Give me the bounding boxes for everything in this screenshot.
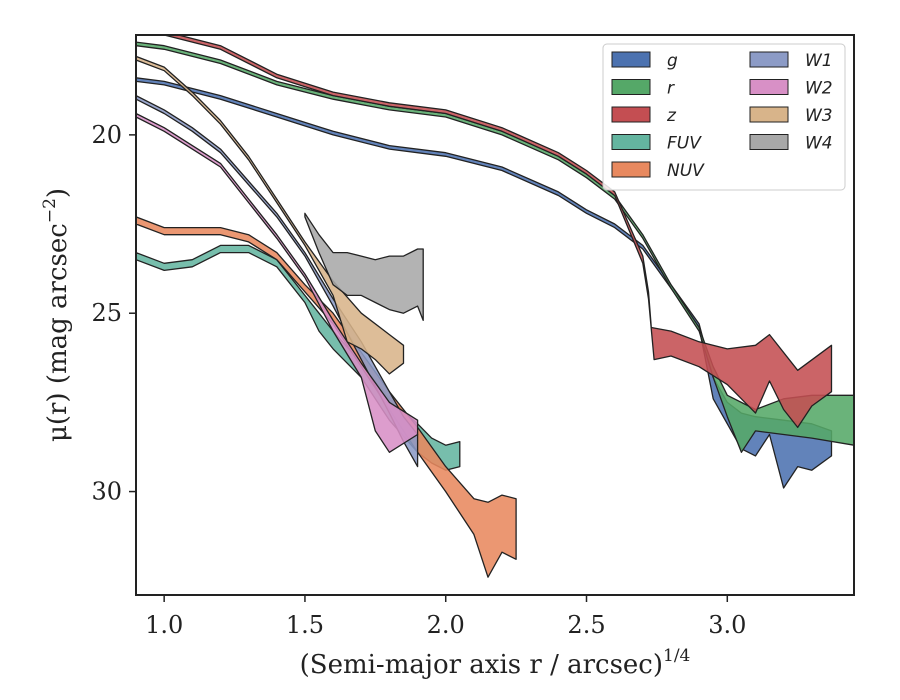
legend-swatch-w3 bbox=[749, 106, 789, 123]
x-tick-label: 1.0 bbox=[145, 611, 183, 639]
legend-label-g: g bbox=[667, 51, 678, 71]
y-axis-ticks: 20 25 30 bbox=[91, 121, 136, 506]
x-axis-ticks: 1.0 1.5 2.0 2.5 3.0 bbox=[145, 595, 746, 639]
band-w1 bbox=[136, 94, 419, 468]
legend-swatch-z bbox=[611, 106, 651, 123]
legend-label-fuv: FUV bbox=[667, 134, 702, 154]
band-w2 bbox=[136, 112, 419, 453]
y-axis-label-sup: −2 bbox=[40, 198, 60, 223]
legend-label-w3: W3 bbox=[805, 106, 833, 126]
y-axis-label-main: μ(r) (mag arcsec bbox=[43, 223, 73, 442]
legend-label-w4: W4 bbox=[805, 134, 833, 154]
band-nuv bbox=[136, 216, 517, 578]
legend-label-w1: W1 bbox=[805, 51, 833, 71]
band-w4 bbox=[304, 212, 424, 322]
legend-label-nuv: NUV bbox=[667, 161, 705, 181]
legend-label-z: z bbox=[666, 106, 677, 126]
x-tick-label: 2.5 bbox=[567, 611, 605, 639]
legend-label-w2: W2 bbox=[805, 79, 833, 99]
legend-swatch-w1 bbox=[749, 51, 789, 68]
x-axis-label: (Semi-major axis r / arcsec)1/4 bbox=[300, 646, 691, 680]
band-g bbox=[136, 77, 833, 489]
band-w3 bbox=[136, 55, 405, 375]
y-axis-label: μ(r) (mag arcsec−2) bbox=[40, 188, 73, 442]
legend-label-r: r bbox=[667, 79, 675, 99]
legend-swatch-r bbox=[611, 79, 651, 95]
x-tick-label: 1.5 bbox=[286, 611, 324, 639]
legend-swatch-fuv bbox=[611, 134, 651, 150]
y-tick-label: 30 bbox=[91, 478, 122, 506]
legend-swatch-w4 bbox=[749, 134, 789, 150]
legend-swatch-w2 bbox=[749, 79, 789, 95]
x-tick-label: 3.0 bbox=[708, 611, 746, 639]
legend: grz FUV NUV W1 W2 W3 W4 bbox=[602, 43, 846, 191]
plot-frame bbox=[135, 34, 855, 596]
y-tick-label: 20 bbox=[91, 121, 122, 149]
band-z bbox=[159, 35, 833, 429]
legend-swatch-g bbox=[611, 51, 651, 68]
x-tick-label: 2.0 bbox=[427, 611, 465, 639]
x-axis-label-sup: 1/4 bbox=[663, 646, 690, 666]
legend-swatch-nuv bbox=[611, 161, 651, 178]
x-axis-label-main: (Semi-major axis r / arcsec) bbox=[300, 650, 663, 680]
y-tick-label: 25 bbox=[91, 299, 122, 327]
y-axis-label-tail: ) bbox=[43, 188, 73, 198]
data-bands bbox=[136, 35, 854, 578]
